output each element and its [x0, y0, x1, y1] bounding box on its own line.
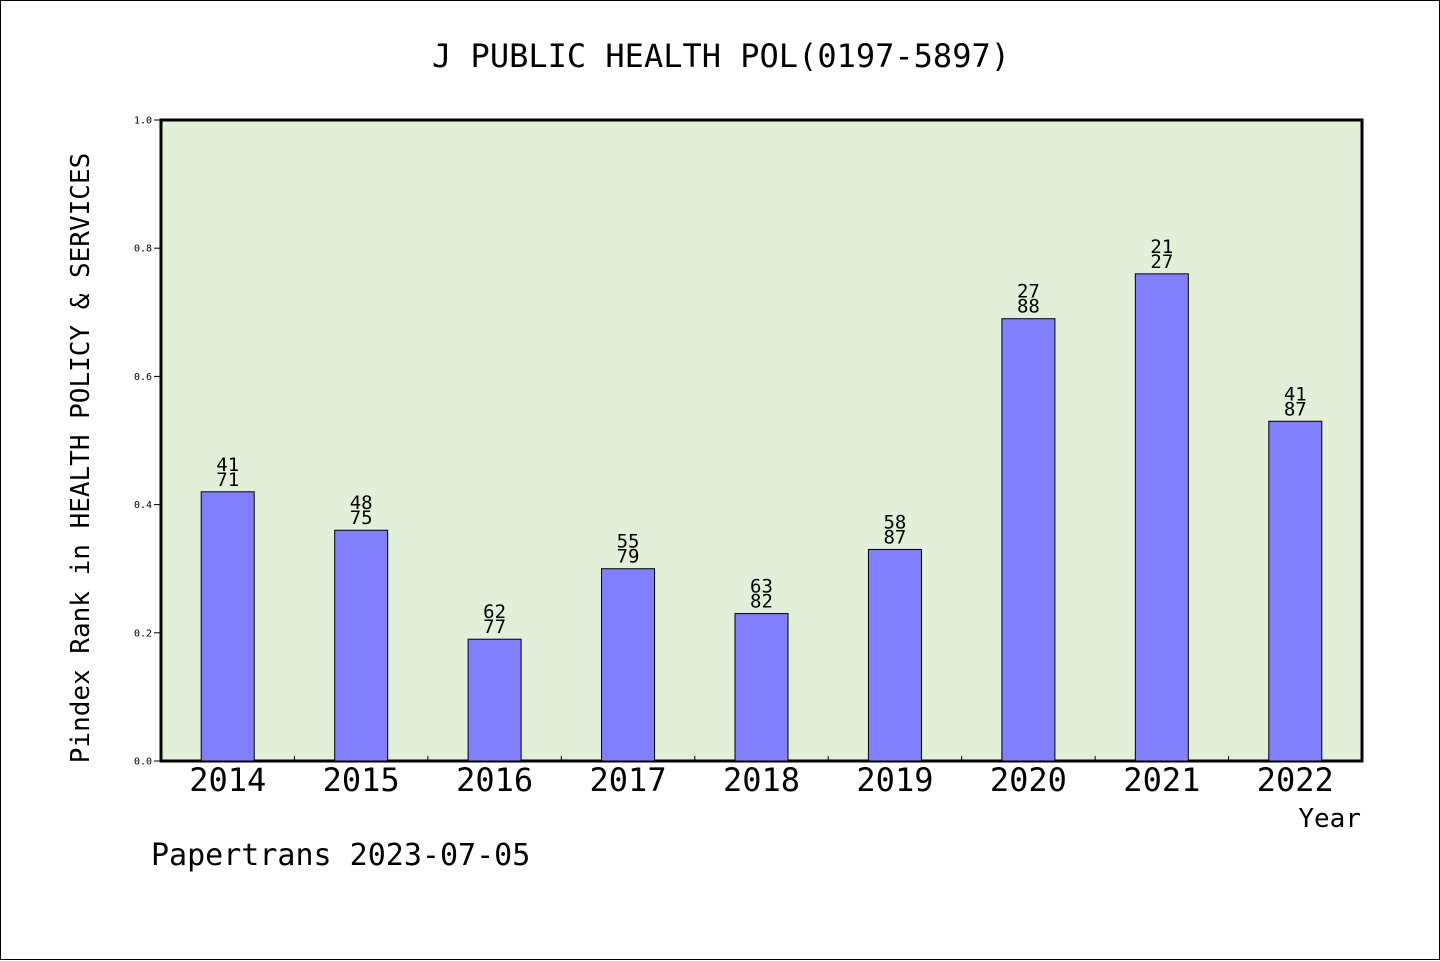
bar-label-2020-bottom: 88 [1017, 296, 1040, 318]
x-tick-label-2016: 2016 [456, 761, 533, 799]
bars-layer [200, 273, 1323, 762]
bar-label-2021-top: 21 [1150, 236, 1173, 258]
bar-label-2018-bottom: 82 [750, 591, 773, 613]
bar-label-2016-top: 62 [483, 601, 506, 623]
bar-label-2022-bottom: 87 [1284, 398, 1307, 420]
x-tick-label-2019: 2019 [856, 761, 933, 799]
bar-2021 [1134, 273, 1189, 762]
x-tick-label-2022: 2022 [1257, 761, 1334, 799]
x-axis-label: Year [1298, 804, 1361, 834]
bar-2020 [1001, 318, 1056, 762]
bar-label-2020-top: 27 [1017, 281, 1040, 303]
bar-label-2019-bottom: 87 [883, 526, 906, 548]
y-tick-label-0.4: 0.4 [134, 500, 152, 511]
bar-2019 [867, 548, 922, 762]
bar-2014 [200, 491, 255, 762]
bar-label-2015-bottom: 75 [350, 507, 373, 529]
bar-label-2021-bottom: 27 [1150, 251, 1173, 273]
bar-2017 [601, 568, 656, 762]
bar-2016 [467, 638, 522, 762]
bar-label-2015-top: 48 [350, 492, 373, 514]
y-tick-label-0.0: 0.0 [134, 757, 152, 768]
x-tick-label-2014: 2014 [189, 761, 266, 799]
bar-label-2017-bottom: 79 [617, 546, 640, 568]
footer-credit: Papertrans 2023-07-05 [151, 838, 530, 873]
bar-2015 [334, 529, 389, 762]
bar-label-2014-top: 41 [216, 454, 239, 476]
y-tick-label-0.6: 0.6 [134, 372, 152, 383]
bar-label-2018-top: 63 [750, 576, 773, 598]
x-tick-label-2015: 2015 [323, 761, 400, 799]
y-tick-label-0.8: 0.8 [134, 244, 152, 255]
x-tick-label-2018: 2018 [723, 761, 800, 799]
bar-2022 [1268, 420, 1323, 762]
x-tick-label-2017: 2017 [590, 761, 667, 799]
bar-label-2022-top: 41 [1284, 383, 1307, 405]
chart-title: J PUBLIC HEALTH POL(0197-5897) [432, 37, 1010, 75]
y-tick-label-1.0: 1.0 [134, 116, 152, 127]
bar-2018 [734, 613, 789, 762]
x-tick-label-2020: 2020 [990, 761, 1067, 799]
y-axis-label: Pindex Rank in HEALTH POLICY & SERVICES [66, 153, 96, 763]
ticks-layer: 2014 2015 2016 2017 2018 2019 2020 2021 2022 0.0 0… [134, 116, 1334, 800]
bar-label-2016-bottom: 77 [483, 616, 506, 638]
x-tick-label-2021: 2021 [1123, 761, 1200, 799]
bar-label-2017-top: 55 [617, 531, 640, 553]
y-tick-label-0.2: 0.2 [134, 628, 152, 639]
bar-label-2014-bottom: 71 [216, 469, 239, 491]
bar-label-2019-top: 58 [883, 511, 906, 533]
